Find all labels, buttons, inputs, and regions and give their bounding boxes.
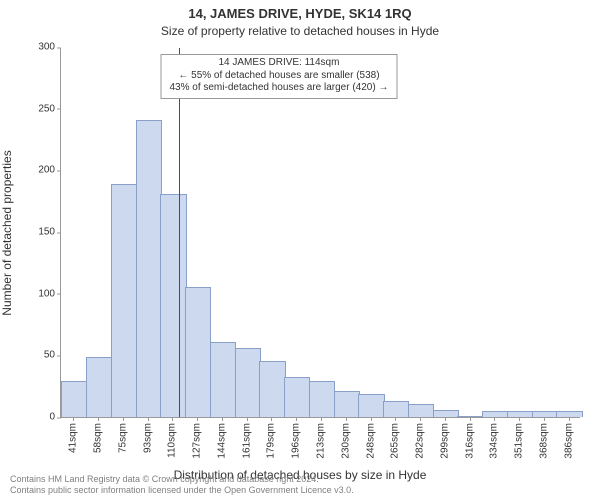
- x-tick-label: 58sqm: [93, 417, 104, 453]
- bar: [235, 348, 261, 417]
- x-tick-label: 282sqm: [415, 417, 426, 459]
- bar: [210, 342, 236, 417]
- y-tick-label: 0: [49, 412, 61, 423]
- x-tick-label: 248sqm: [365, 417, 376, 459]
- x-tick-label: 299sqm: [439, 417, 450, 459]
- reference-line: [179, 48, 180, 417]
- x-tick-label: 213sqm: [316, 417, 327, 459]
- x-tick-label: 265sqm: [390, 417, 401, 459]
- bar: [61, 381, 87, 417]
- x-tick-label: 179sqm: [266, 417, 277, 459]
- footer-line-1: Contains HM Land Registry data © Crown c…: [10, 474, 354, 485]
- x-tick-label: 93sqm: [142, 417, 153, 453]
- y-axis-label: Number of detached properties: [0, 150, 14, 315]
- x-tick-label: 75sqm: [117, 417, 128, 453]
- plot-area: 14 JAMES DRIVE: 114sqm ← 55% of detached…: [60, 48, 580, 418]
- bars-layer: [61, 48, 580, 417]
- chart-title-sub: Size of property relative to detached ho…: [0, 24, 600, 38]
- bar: [160, 194, 186, 417]
- annotation-line-1: 14 JAMES DRIVE: 114sqm: [169, 57, 388, 70]
- bar: [334, 391, 360, 417]
- y-tick-label: 100: [38, 288, 61, 299]
- annotation-box: 14 JAMES DRIVE: 114sqm ← 55% of detached…: [160, 54, 397, 99]
- bar: [185, 287, 211, 418]
- bar: [259, 361, 285, 418]
- x-tick-label: 386sqm: [563, 417, 574, 459]
- footer-line-2: Contains public sector information licen…: [10, 485, 354, 496]
- bar: [408, 404, 434, 417]
- x-tick-label: 230sqm: [340, 417, 351, 459]
- bar: [284, 377, 310, 417]
- x-tick-label: 196sqm: [291, 417, 302, 459]
- bar: [383, 401, 409, 417]
- annotation-line-3: 43% of semi-detached houses are larger (…: [169, 82, 388, 95]
- x-tick-label: 41sqm: [68, 417, 79, 453]
- x-tick-label: 334sqm: [489, 417, 500, 459]
- x-tick-label: 110sqm: [167, 417, 178, 458]
- chart-title-main: 14, JAMES DRIVE, HYDE, SK14 1RQ: [0, 6, 600, 21]
- x-tick-label: 316sqm: [464, 417, 475, 459]
- x-tick-label: 144sqm: [216, 417, 227, 459]
- y-tick-label: 250: [38, 103, 61, 114]
- bar: [136, 120, 162, 417]
- y-tick-label: 50: [44, 350, 61, 361]
- bar: [309, 381, 335, 417]
- bar: [111, 184, 137, 417]
- bar: [358, 394, 384, 417]
- y-tick-label: 300: [38, 42, 61, 53]
- x-tick-label: 127sqm: [192, 417, 203, 459]
- x-tick-label: 368sqm: [538, 417, 549, 459]
- annotation-line-2: ← 55% of detached houses are smaller (53…: [169, 70, 388, 83]
- x-tick-label: 351sqm: [514, 417, 525, 459]
- x-tick-label: 161sqm: [241, 417, 252, 459]
- chart-container: 14, JAMES DRIVE, HYDE, SK14 1RQ Size of …: [0, 0, 600, 500]
- footer-attribution: Contains HM Land Registry data © Crown c…: [10, 474, 354, 497]
- bar: [86, 357, 112, 417]
- y-tick-label: 150: [38, 227, 61, 238]
- bar: [433, 410, 459, 417]
- y-tick-label: 200: [38, 165, 61, 176]
